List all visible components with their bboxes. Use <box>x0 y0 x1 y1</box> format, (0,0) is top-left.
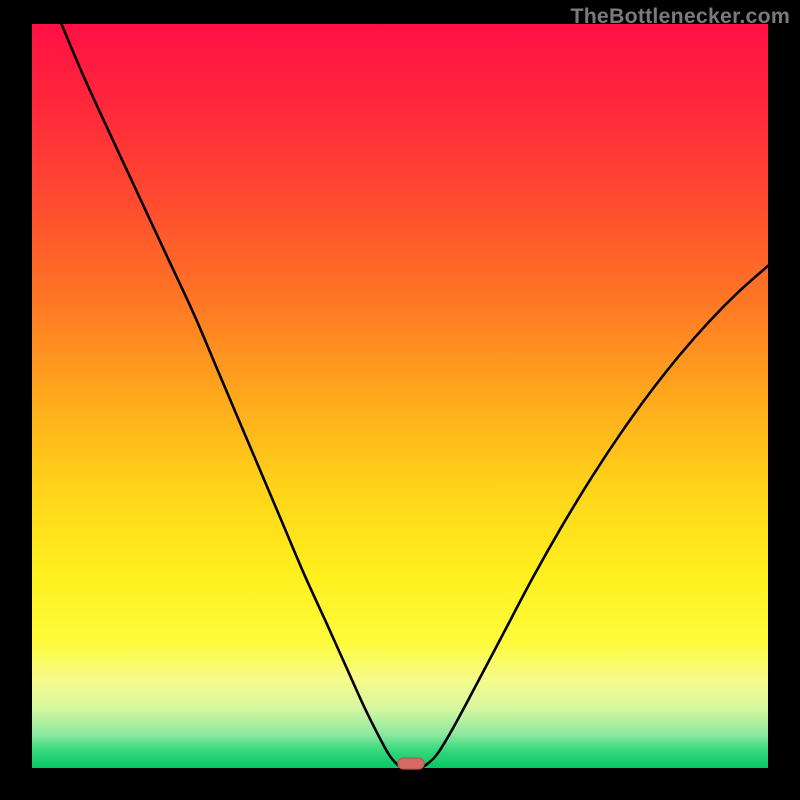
chart-svg <box>0 0 800 800</box>
optimal-marker <box>398 758 424 769</box>
plot-background <box>32 24 768 768</box>
watermark-text: TheBottlenecker.com <box>570 4 790 29</box>
stage: TheBottlenecker.com <box>0 0 800 800</box>
